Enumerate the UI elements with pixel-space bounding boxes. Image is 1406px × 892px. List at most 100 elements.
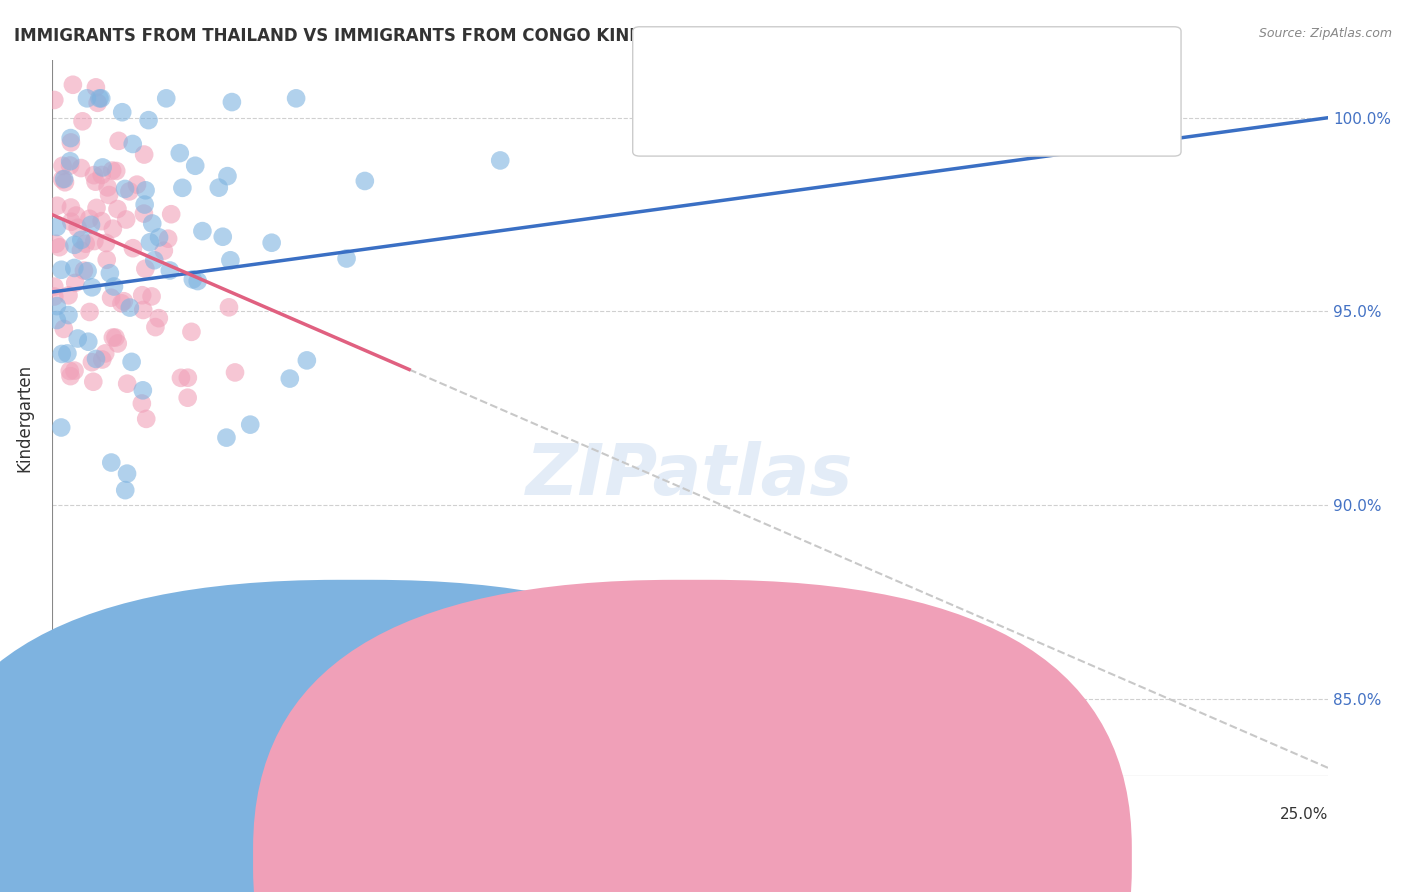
Point: [221, 95, 243, 109]
Point: [56, 346, 79, 360]
Legend: R =  0.208   N = 64, R = -0.327   N = 80: R = 0.208 N = 64, R = -0.327 N = 80: [766, 68, 984, 132]
Point: [46, 199, 69, 213]
Point: [53, 172, 76, 186]
Point: [353, 174, 375, 188]
Point: [115, 376, 138, 391]
Point: [114, 483, 136, 497]
Point: [83, 168, 105, 182]
Point: [98, 188, 121, 202]
Point: [285, 91, 308, 105]
Text: IMMIGRANTS FROM THAILAND VS IMMIGRANTS FROM CONGO KINDERGARTEN CORRELATION CHART: IMMIGRANTS FROM THAILAND VS IMMIGRANTS F…: [14, 27, 948, 45]
Point: [76, 91, 98, 105]
Point: [218, 301, 240, 315]
Point: [51, 420, 73, 434]
Point: [59, 369, 82, 384]
Point: [101, 330, 124, 344]
Point: [187, 274, 209, 288]
Point: [118, 301, 141, 315]
Point: [217, 169, 239, 183]
Point: [44, 279, 66, 293]
Point: [131, 396, 153, 410]
Point: [100, 291, 122, 305]
Point: [141, 217, 163, 231]
Point: [121, 136, 143, 151]
Point: [79, 305, 101, 319]
Point: [122, 241, 145, 255]
Point: [51, 172, 73, 186]
Point: [73, 263, 96, 277]
Point: [125, 178, 148, 192]
Point: [83, 234, 105, 248]
Point: [134, 197, 156, 211]
Point: [63, 363, 86, 377]
Point: [489, 153, 512, 168]
Point: [177, 370, 200, 384]
Point: [172, 181, 194, 195]
Point: [139, 235, 162, 250]
Point: [191, 224, 214, 238]
Point: [176, 391, 198, 405]
Point: [80, 280, 103, 294]
Point: [59, 154, 82, 169]
Point: [79, 211, 101, 226]
Point: [82, 375, 104, 389]
Point: [60, 215, 83, 229]
Point: [100, 456, 122, 470]
Point: [94, 235, 117, 250]
Point: [70, 244, 93, 258]
Point: [97, 180, 120, 194]
Point: [51, 347, 73, 361]
Point: [157, 232, 180, 246]
Point: [58, 308, 80, 322]
Point: [138, 113, 160, 128]
Point: [134, 147, 156, 161]
Point: [170, 371, 193, 385]
Point: [44, 93, 66, 107]
Point: [84, 351, 107, 366]
Point: [96, 252, 118, 267]
Y-axis label: Kindergarten: Kindergarten: [15, 364, 32, 472]
Point: [211, 229, 233, 244]
Text: ZIPatlas: ZIPatlas: [526, 441, 853, 509]
Point: [59, 136, 82, 150]
Point: [59, 159, 82, 173]
Point: [86, 95, 108, 110]
Point: [84, 175, 107, 189]
Point: [219, 253, 242, 268]
Point: [66, 220, 89, 235]
Point: [260, 235, 283, 250]
Point: [132, 384, 155, 398]
Point: [114, 182, 136, 196]
Point: [135, 412, 157, 426]
Point: [89, 91, 111, 105]
Point: [115, 212, 138, 227]
Point: [103, 279, 125, 293]
Point: [91, 161, 114, 175]
Point: [63, 260, 86, 275]
Text: 0.0%: 0.0%: [52, 807, 90, 822]
Point: [59, 131, 82, 145]
Point: [62, 78, 84, 92]
Point: [145, 320, 167, 334]
Point: [153, 244, 176, 258]
Text: 25.0%: 25.0%: [1279, 807, 1329, 822]
Point: [141, 289, 163, 303]
Point: [278, 371, 301, 385]
Point: [155, 91, 177, 105]
Point: [160, 207, 183, 221]
Point: [132, 206, 155, 220]
Point: [107, 202, 129, 216]
Point: [132, 303, 155, 318]
Point: [101, 221, 124, 235]
Point: [110, 296, 132, 310]
Point: [90, 168, 112, 182]
Point: [59, 364, 82, 378]
Point: [80, 355, 103, 369]
Point: [65, 276, 87, 290]
Point: [107, 336, 129, 351]
Point: [45, 313, 67, 327]
Point: [143, 253, 166, 268]
Point: [134, 261, 156, 276]
Point: [75, 236, 97, 251]
Point: [131, 288, 153, 302]
